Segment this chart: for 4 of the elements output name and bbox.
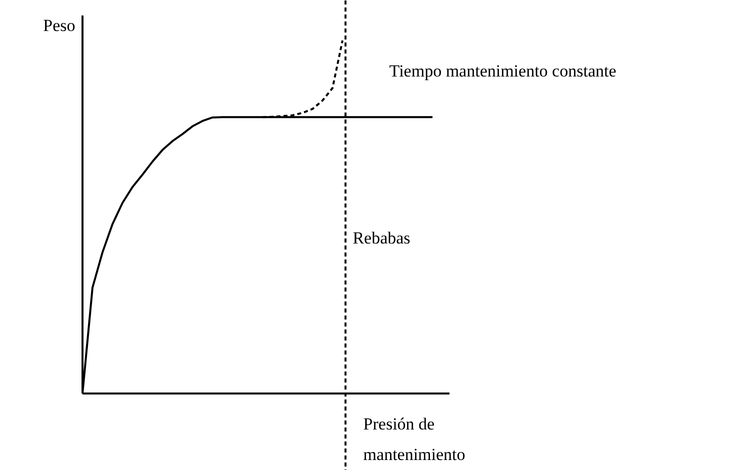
text: Rebabas (352, 228, 410, 248)
y-axis-title: Peso (43, 16, 76, 35)
x-axis-title: Presión de mantenimiento (363, 414, 466, 464)
text: Tiempo mantenimiento constante (389, 62, 616, 81)
